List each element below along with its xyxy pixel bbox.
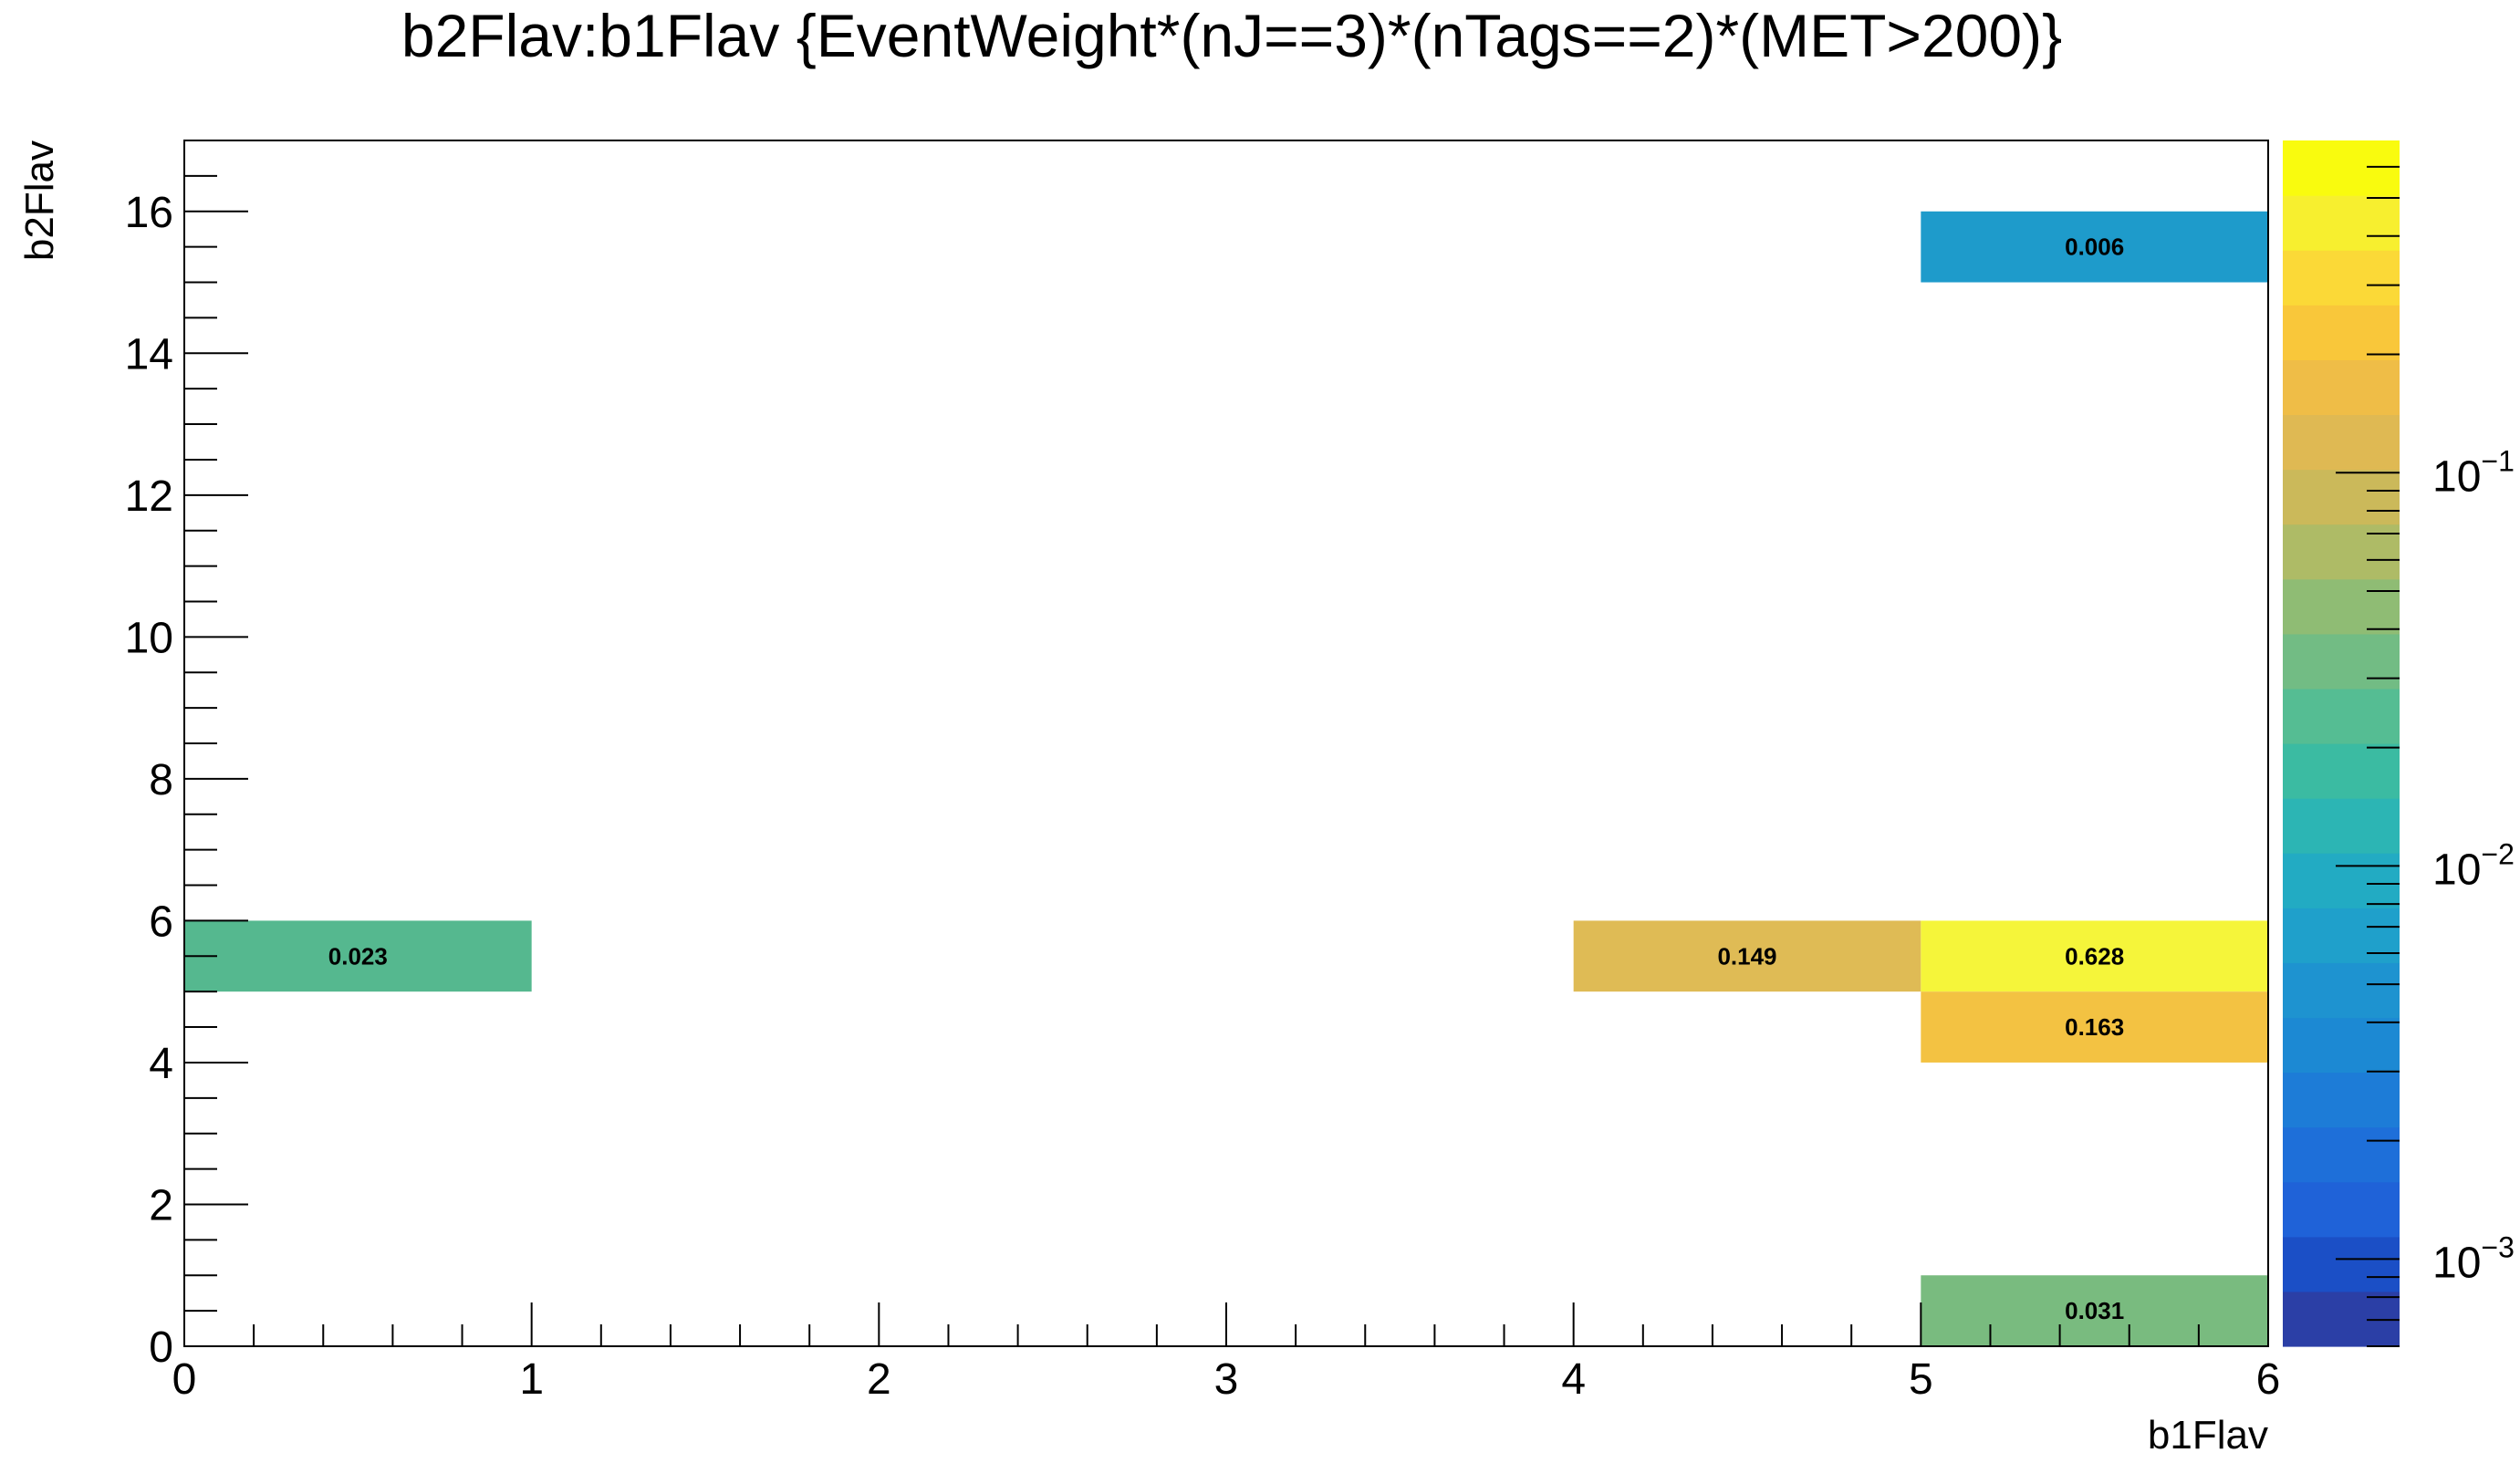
colorbar-swatch xyxy=(2283,1181,2400,1238)
color-scale-bar: 10−3 10−2 10−1 xyxy=(2283,140,2515,1347)
y-tick-label: 2 xyxy=(149,1181,173,1230)
heatmap-cell xyxy=(1921,1275,2268,1346)
colorbar-tick-exponent: −3 xyxy=(2481,1230,2514,1263)
colorbar-swatch xyxy=(2283,250,2400,306)
y-tick-label: 16 xyxy=(125,189,173,237)
colorbar-tick-exponent: −1 xyxy=(2481,444,2514,477)
heatmap-cell xyxy=(1921,991,2268,1063)
y-tick-label: 8 xyxy=(149,756,173,804)
colorbar-swatch xyxy=(2283,1072,2400,1128)
colorbar-tick-exponent: −2 xyxy=(2481,837,2514,870)
colorbar-swatch xyxy=(2283,1236,2400,1292)
colorbar-tick-label: 10−2 xyxy=(2432,837,2515,894)
colorbar-swatch xyxy=(2283,359,2400,416)
colorbar-swatch xyxy=(2283,798,2400,854)
plot-frame xyxy=(183,140,2269,1347)
colorbar-swatch xyxy=(2283,1017,2400,1074)
chart-title: b2Flav:b1Flav {EventWeight*(nJ==3)*(nTag… xyxy=(401,2,2062,69)
heatmap-cell xyxy=(1573,920,1921,992)
colorbar-swatch xyxy=(2283,195,2400,251)
y-axis: 0 2 4 6 8 10 12 14 16 xyxy=(125,140,248,1372)
y-tick-label: 4 xyxy=(149,1040,173,1088)
x-tick-label: 0 xyxy=(172,1355,197,1404)
colorbar-swatch xyxy=(2283,962,2400,1019)
x-tick-label: 4 xyxy=(1561,1355,1586,1404)
colorbar-swatch xyxy=(2283,908,2400,963)
x-axis-title: b1Flav xyxy=(2148,1413,2268,1458)
y-tick-label: 10 xyxy=(125,614,173,662)
colorbar-swatch xyxy=(2283,743,2400,799)
y-tick-label: 14 xyxy=(125,330,173,379)
cell-value-label: 0.006 xyxy=(2065,233,2124,261)
heatmap-cell xyxy=(184,920,532,992)
x-axis: 0 1 2 3 4 5 6 xyxy=(172,1302,2281,1404)
colorbar-swatch xyxy=(2283,414,2400,471)
colorbar-tick-label: 10−1 xyxy=(2432,444,2515,501)
x-tick-label: 3 xyxy=(1214,1355,1239,1404)
colorbar-swatch xyxy=(2283,140,2400,196)
y-tick-label: 12 xyxy=(125,472,173,521)
colorbar-swatch xyxy=(2283,633,2400,690)
x-tick-label: 6 xyxy=(2256,1355,2281,1404)
y-tick-label: 0 xyxy=(149,1323,173,1372)
cell-value-label: 0.031 xyxy=(2065,1297,2124,1324)
colorbar-tick-label: 10−3 xyxy=(2432,1230,2515,1287)
heatmap-cell xyxy=(1921,211,2268,283)
heatmap-cells: 0.023 0.149 0.628 0.163 0.006 0.031 xyxy=(184,211,2268,1346)
colorbar-swatch xyxy=(2283,578,2400,635)
colorbar-swatch xyxy=(2283,853,2400,908)
x-tick-label: 1 xyxy=(519,1355,544,1404)
cell-value-label: 0.023 xyxy=(328,942,388,970)
colorbar-swatch xyxy=(2283,524,2400,580)
x-tick-label: 2 xyxy=(867,1355,891,1404)
cell-value-label: 0.149 xyxy=(1717,942,1776,970)
cell-value-label: 0.628 xyxy=(2065,942,2124,970)
y-axis-title: b2Flav xyxy=(17,140,62,261)
colorbar-swatch xyxy=(2283,1126,2400,1183)
x-tick-label: 5 xyxy=(1909,1355,1933,1404)
cell-value-label: 0.163 xyxy=(2065,1013,2124,1041)
colorbar-swatch xyxy=(2283,469,2400,525)
colorbar-swatch xyxy=(2283,305,2400,360)
heatmap-cell xyxy=(1921,920,2268,992)
colorbar-swatch xyxy=(2283,688,2400,744)
y-tick-label: 6 xyxy=(149,898,173,946)
